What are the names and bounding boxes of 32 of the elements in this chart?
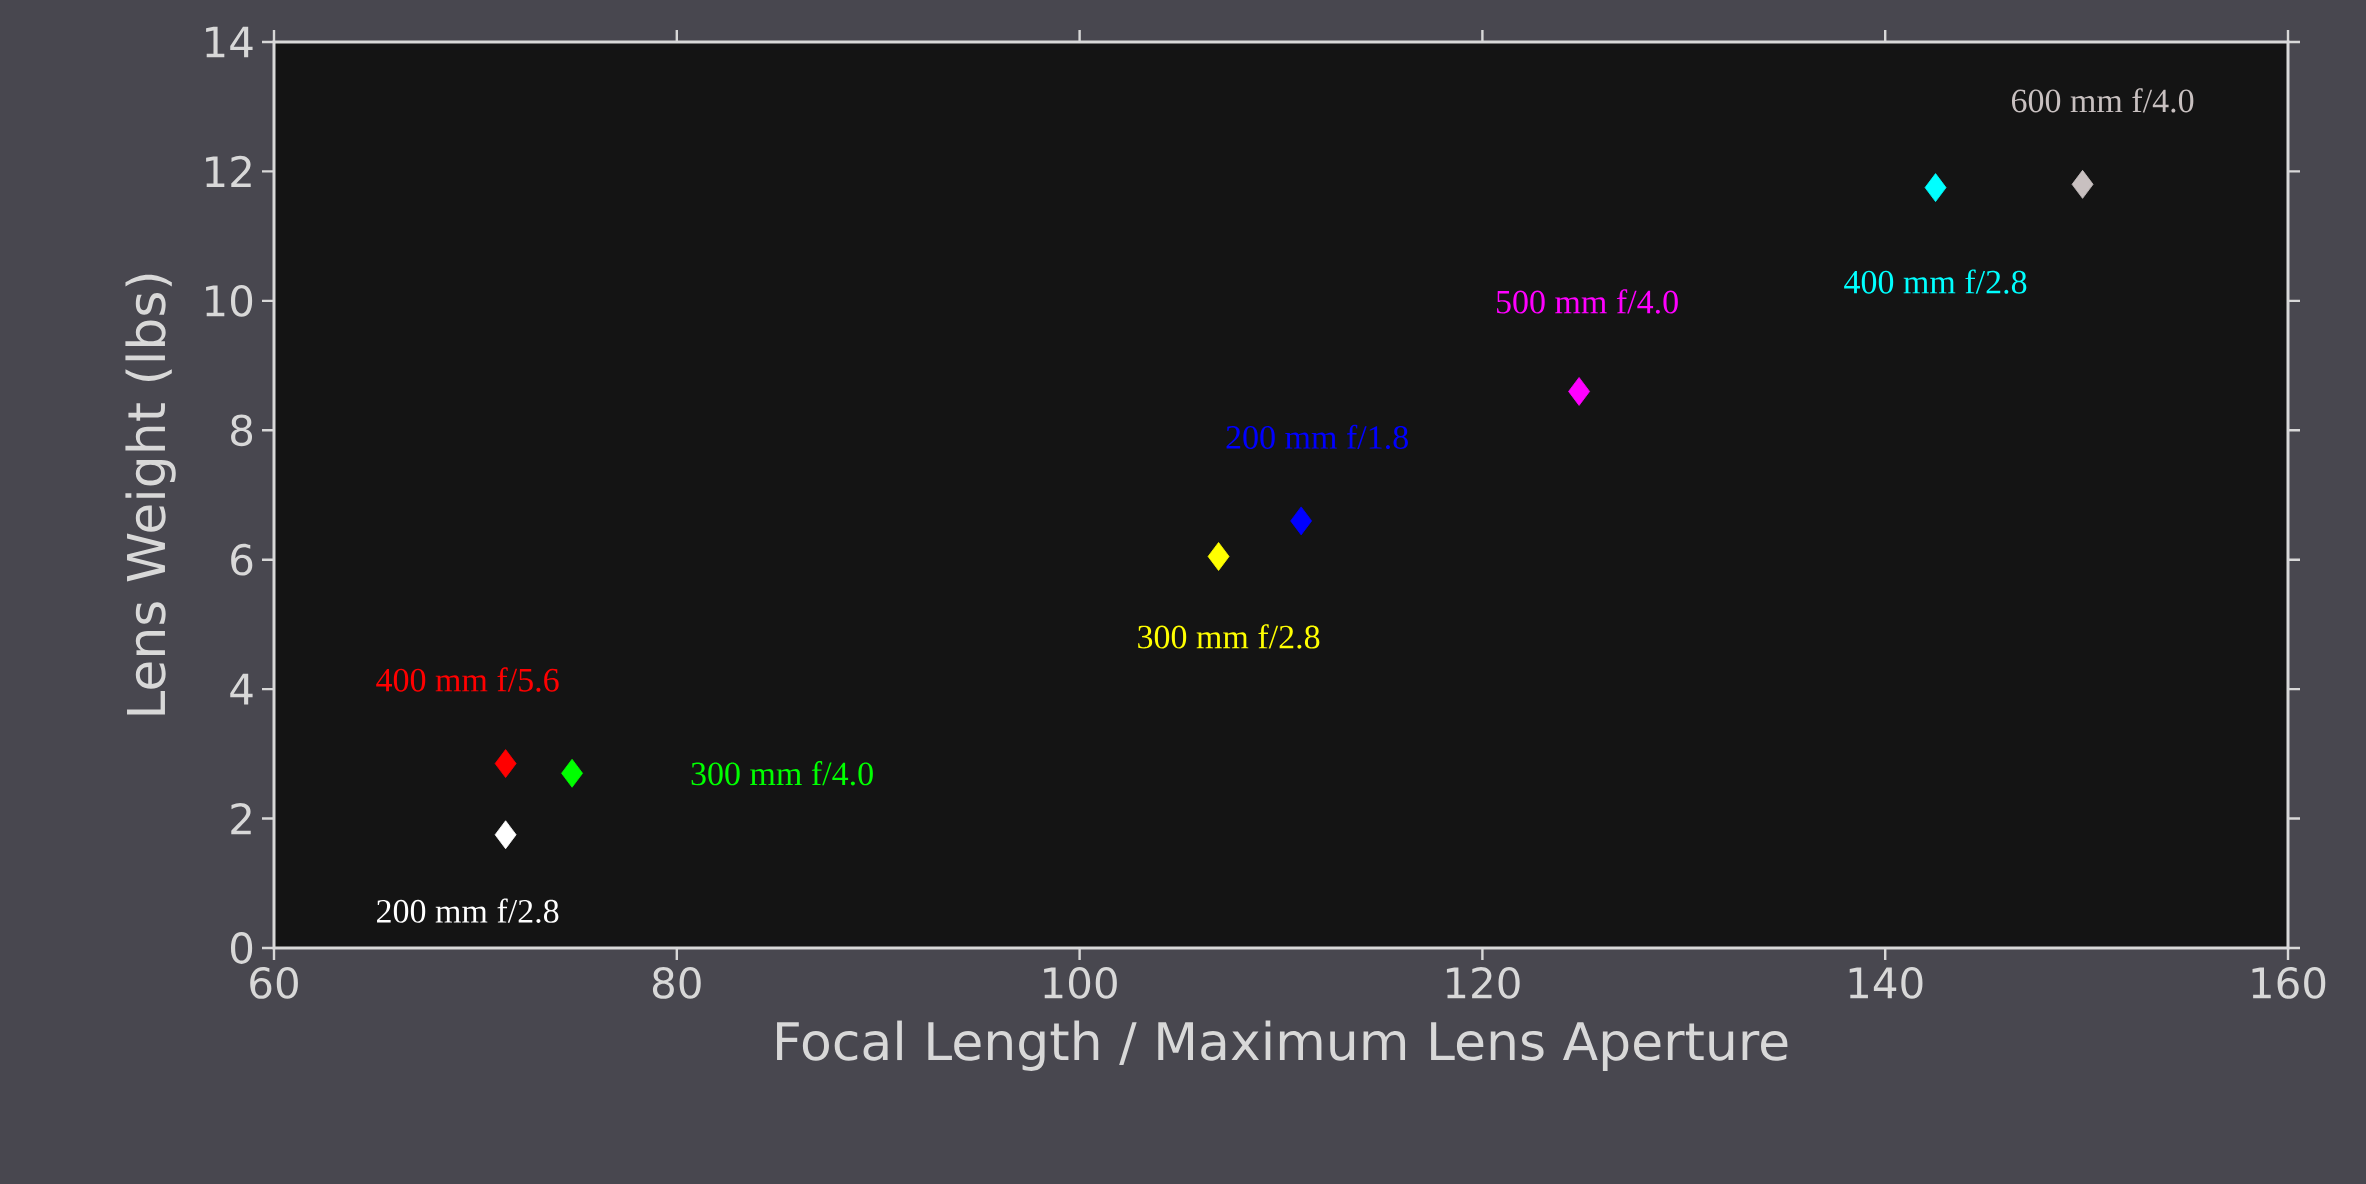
- point: [1207, 542, 1230, 571]
- text: 500 mm f/4.0: [1496, 289, 1678, 314]
- point: [494, 749, 517, 778]
- point: [2071, 169, 2094, 199]
- y-tick-label: 10: [206, 284, 253, 317]
- point: [494, 820, 517, 850]
- x-tick-label: 140: [1849, 967, 1923, 999]
- y-tick-label: 0: [230, 932, 253, 964]
- text: 300 mm f/4.0: [691, 761, 873, 786]
- text: 400 mm f/2.8: [1844, 269, 2027, 294]
- y-tick-label: 12: [206, 155, 251, 188]
- point: [561, 758, 583, 788]
- y-tick-label: 14: [206, 26, 253, 58]
- text: 200 mm f/1.8: [1226, 424, 1408, 450]
- x-axis-title: Focal Length / Maximum Lens Aperture: [777, 1020, 1788, 1071]
- point: [1290, 506, 1313, 536]
- point: [1568, 377, 1590, 406]
- y-axis-title: Lens Weight (lbs): [125, 274, 176, 715]
- x-tick-label: 100: [1044, 967, 1117, 999]
- y-tick-label: 2: [231, 802, 251, 835]
- x-tick-label: 120: [1446, 967, 1520, 999]
- y-tick-label: 4: [230, 673, 253, 705]
- y-tick-label: 8: [231, 414, 253, 447]
- series-label: 300 mm f/2.8: [1138, 624, 1320, 649]
- x-tick-label: 60: [250, 967, 298, 999]
- text: 400 mm f/5.6: [376, 667, 559, 692]
- x-tick-label: 80: [652, 967, 701, 999]
- point: [1924, 173, 1947, 202]
- text: 200 mm f/2.8: [377, 898, 559, 923]
- text: 600 mm f/4.0: [2011, 88, 2194, 113]
- x-tick-label: 160: [2252, 967, 2326, 999]
- y-tick-label: 6: [231, 543, 253, 576]
